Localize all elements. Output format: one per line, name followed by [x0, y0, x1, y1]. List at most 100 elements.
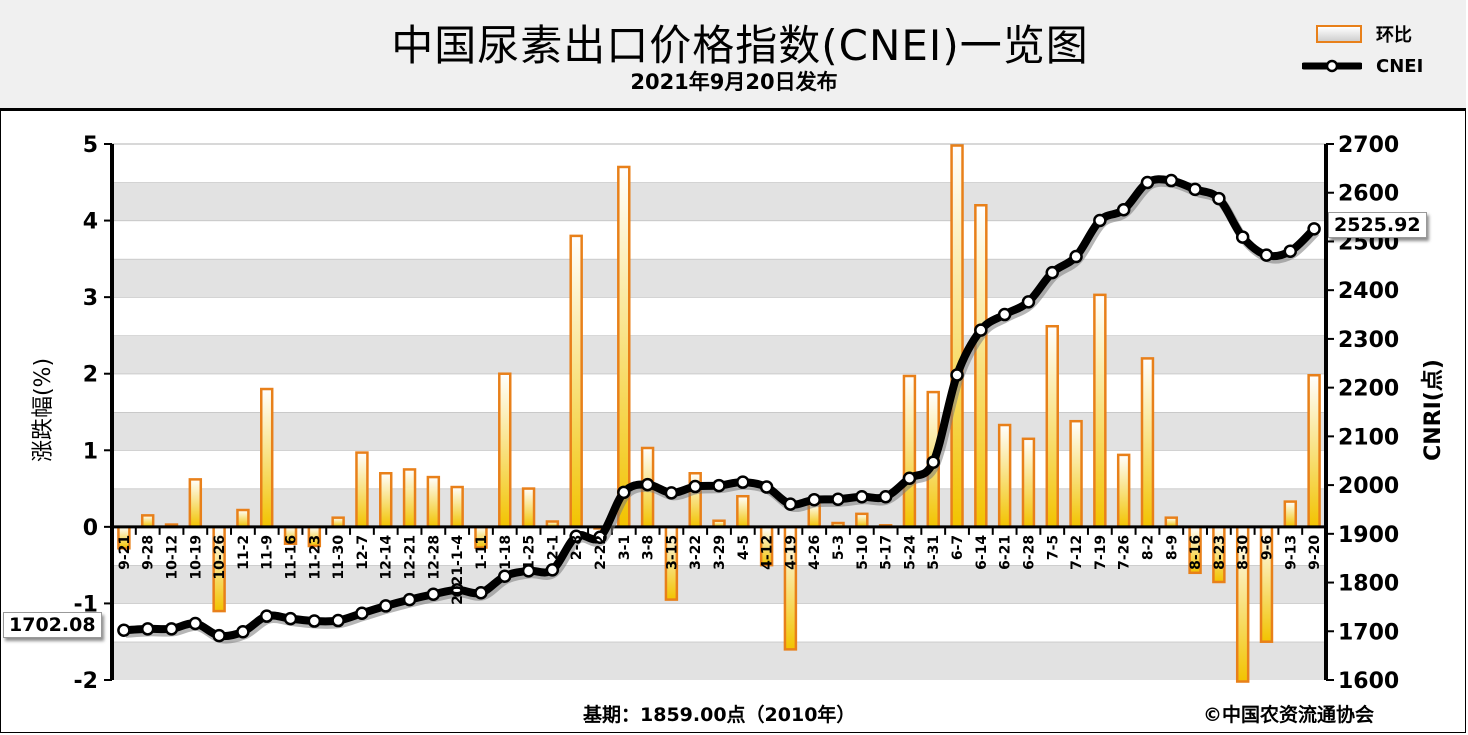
cnei-point — [474, 586, 488, 600]
bar — [450, 485, 464, 529]
cnei-point — [283, 611, 298, 626]
grid-band — [112, 220, 1326, 259]
x-tick-label: 11-23 — [307, 535, 323, 580]
x-tick-label: 7-19 — [1093, 535, 1109, 570]
cnei-point — [1235, 230, 1250, 244]
x-tick-label: 7-12 — [1069, 535, 1085, 570]
legend-item-bar: 环比 — [1316, 21, 1436, 47]
bar — [1021, 437, 1036, 529]
y-tick-label: 0 — [83, 516, 98, 541]
cnei-point — [1283, 244, 1298, 258]
x-tick-label: 11-30 — [331, 535, 347, 580]
cnei-point — [855, 490, 869, 504]
x-tick-label: 9-21 — [117, 535, 133, 570]
bar — [902, 374, 917, 529]
x-tick-label: 4-12 — [760, 535, 776, 570]
bar — [997, 423, 1012, 529]
legend-item-line: CNEI — [1302, 53, 1436, 79]
x-tick-label: 3-8 — [641, 535, 657, 560]
bar — [260, 387, 274, 529]
bar — [950, 144, 964, 529]
x-tick-label: 11-16 — [284, 535, 300, 580]
bar — [1307, 373, 1321, 529]
bar — [1116, 453, 1131, 529]
x-tick-label: 5-10 — [855, 535, 871, 570]
cnei-point — [236, 625, 250, 639]
bar — [355, 451, 369, 529]
x-tick-label: 10-26 — [212, 535, 228, 580]
cnei-point — [1259, 248, 1274, 262]
cnei-point — [378, 599, 393, 613]
cnei-point — [164, 622, 179, 636]
cnei-point — [759, 480, 774, 494]
x-tick-label: 7-5 — [1045, 535, 1061, 560]
x-tick-label: 1-25 — [522, 535, 538, 570]
bar — [1140, 357, 1155, 529]
bar — [1283, 500, 1298, 529]
bar — [498, 372, 512, 529]
x-tick-label: 10-12 — [165, 535, 181, 580]
x-tick-label: 2-22 — [593, 535, 609, 570]
copyright-note: ©中国农资流通协会 — [1203, 704, 1375, 726]
bar — [855, 512, 869, 529]
bar — [617, 165, 631, 529]
bar — [426, 475, 441, 529]
bar — [188, 478, 203, 529]
cnei-point — [259, 609, 274, 623]
cnei-point — [807, 492, 821, 507]
x-tick-label: 5-3 — [831, 535, 847, 560]
base-period-note: 基期：1859.00点（2010年） — [583, 704, 856, 726]
y-tick-label: 5 — [83, 133, 98, 158]
bar — [736, 494, 750, 529]
x-tick-label: 5-17 — [879, 535, 895, 570]
y-axis-label: 涨跌幅(%) — [31, 358, 56, 462]
x-tick-label: 6-7 — [950, 535, 966, 560]
x-tick-label: 6-28 — [1021, 535, 1037, 570]
y2-tick-label: 1800 — [1338, 572, 1399, 597]
x-tick-label: 8-9 — [1164, 535, 1180, 560]
grid-band — [112, 412, 1326, 451]
bar — [521, 487, 536, 529]
bar — [1093, 293, 1107, 529]
bar — [974, 204, 988, 529]
chart-title: 中国尿素出口价格指数(CNEI)一览图 — [391, 21, 1089, 70]
cnei-point — [355, 606, 369, 620]
bar — [140, 514, 155, 529]
y2-tick-label: 2200 — [1338, 377, 1399, 402]
x-tick-label: 2-8 — [569, 535, 585, 560]
y2-tick-label: 1700 — [1338, 620, 1399, 645]
y2-tick-label: 2300 — [1338, 328, 1399, 353]
cnei-point — [307, 614, 322, 628]
cnei-point — [117, 623, 131, 638]
x-tick-label: 11-9 — [260, 535, 276, 570]
cnei-point — [831, 492, 845, 506]
bar — [1069, 419, 1083, 529]
bar — [1045, 324, 1059, 529]
grid-band — [112, 258, 1326, 298]
cnei-point — [997, 307, 1012, 322]
x-tick-label: 9-28 — [141, 535, 157, 570]
legend-line-swatch — [1302, 59, 1362, 73]
x-tick-label: 9-6 — [1259, 535, 1275, 560]
first-value-tag: 1702.08 — [3, 612, 102, 638]
x-tick-label: 8-16 — [1188, 535, 1204, 570]
x-tick-label: 8-30 — [1236, 535, 1252, 570]
y2-tick-label: 2100 — [1338, 425, 1399, 450]
bar — [236, 508, 250, 529]
cnei-point — [878, 490, 893, 504]
last-value-tag: 2525.92 — [1328, 212, 1427, 238]
x-tick-label: 4-19 — [783, 535, 799, 570]
x-tick-label: 3-15 — [664, 535, 680, 570]
cnei-point — [569, 529, 583, 544]
cnei-point — [593, 530, 607, 544]
y2-tick-label: 2700 — [1338, 133, 1399, 158]
y-tick-label: 4 — [83, 210, 98, 235]
cnei-point — [640, 477, 655, 492]
cnei-point — [950, 368, 964, 382]
legend-bar-swatch — [1316, 25, 1362, 43]
cnei-point — [783, 497, 798, 511]
x-tick-label: 9-20 — [1307, 535, 1323, 570]
x-tick-label: 12-28 — [426, 535, 442, 580]
cnei-point — [974, 323, 988, 337]
y2-tick-label: 2400 — [1338, 279, 1399, 304]
